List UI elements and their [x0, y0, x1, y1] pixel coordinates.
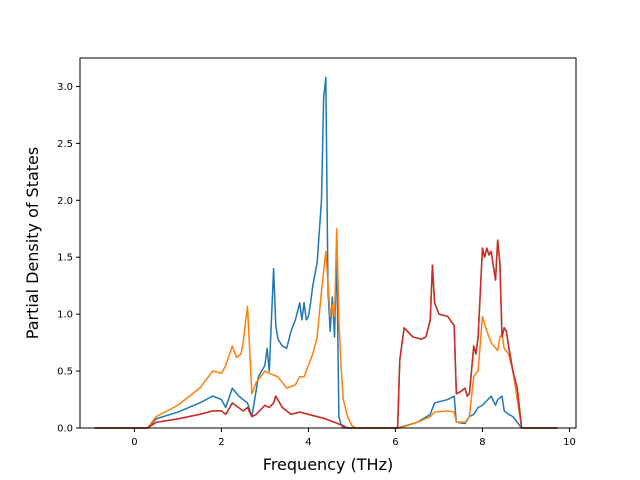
x-tick-label: 2 [218, 437, 224, 448]
y-tick-label: 1.5 [57, 253, 73, 264]
x-tick-label: 0 [131, 437, 137, 448]
series-layer [94, 76, 558, 429]
y-tick-label: 2.0 [57, 196, 73, 207]
y-tick-label: 1.0 [57, 310, 73, 321]
y-tick-label: 0.5 [57, 367, 73, 378]
ticks-layer: 0 2 4 6 8 10 0.0 0.5 1.0 1.5 2.0 2.5 3.0 [57, 82, 576, 448]
series-line-2 [94, 228, 558, 429]
x-tick-label: 6 [392, 437, 398, 448]
x-tick-label: 8 [479, 437, 485, 448]
y-tick-label: 0.0 [57, 424, 73, 435]
x-axis-label: Frequency (THz) [263, 455, 393, 474]
x-tick-label: 10 [563, 437, 576, 448]
x-tick-label: 4 [305, 437, 311, 448]
plot-frame [79, 57, 577, 429]
series-line-4 [94, 239, 558, 429]
y-tick-label: 3.0 [57, 82, 73, 93]
y-tick-label: 2.5 [57, 139, 73, 150]
series-line-1 [94, 76, 558, 429]
y-axis-label: Partial Density of States [23, 147, 42, 339]
